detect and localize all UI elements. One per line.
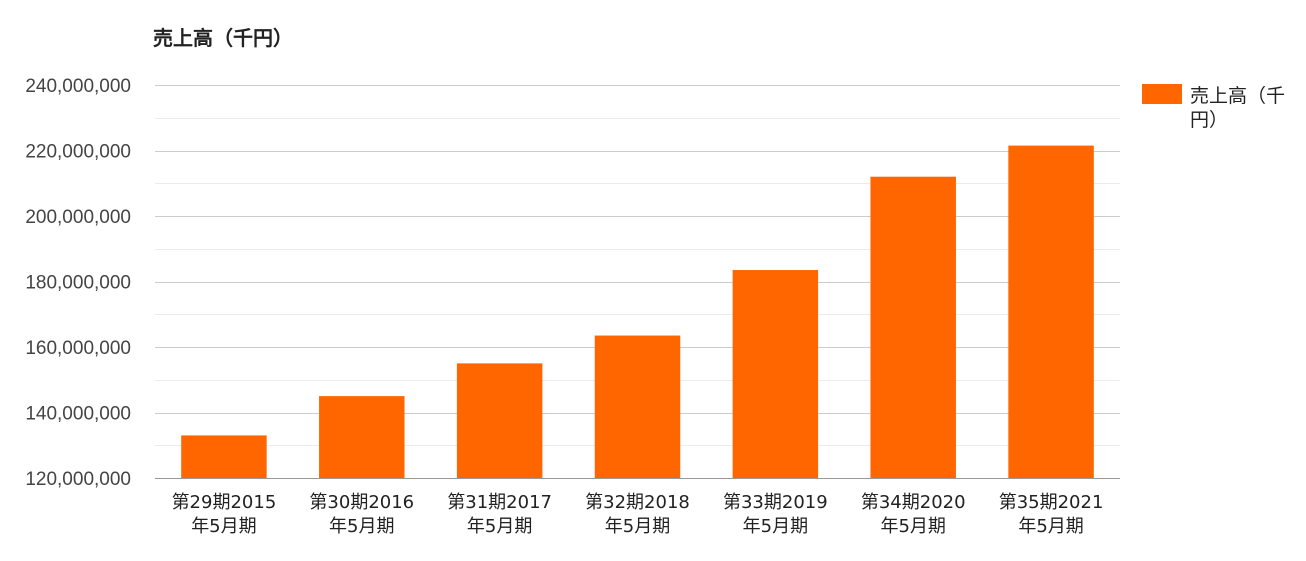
y-tick-label: 240,000,000 bbox=[25, 76, 131, 97]
x-tick-label: 年5月期 bbox=[605, 516, 670, 537]
legend: 売上高（千 円） bbox=[1142, 84, 1285, 131]
y-tick-label: 160,000,000 bbox=[25, 338, 131, 359]
x-tick-label: 第34期2020 bbox=[861, 492, 966, 513]
major-gridlines bbox=[155, 85, 1120, 479]
x-tick-label: 年5月期 bbox=[1018, 516, 1083, 537]
x-tick-label: 第31期2017 bbox=[447, 492, 552, 513]
y-tick-label: 120,000,000 bbox=[25, 469, 131, 490]
y-axis-ticks: 240,000,000 220,000,000 200,000,000 180,000… bbox=[25, 76, 131, 490]
x-tick-label: 第32期2018 bbox=[585, 492, 690, 513]
bar bbox=[1008, 145, 1094, 478]
bar bbox=[870, 176, 956, 478]
x-tick-label: 年5月期 bbox=[880, 516, 945, 537]
y-tick-label: 200,000,000 bbox=[25, 207, 131, 228]
bar bbox=[456, 363, 543, 478]
x-tick-label: 第30期2016 bbox=[309, 492, 414, 513]
y-tick-label: 220,000,000 bbox=[25, 142, 131, 163]
x-tick-label: 年5月期 bbox=[743, 516, 808, 537]
x-axis-ticks: 第29期2015 年5月期 第30期2016 年5月期 第31期2017 年5月期 第32期… bbox=[172, 492, 1104, 537]
bar bbox=[732, 270, 819, 478]
x-tick-label: 第35期2021 bbox=[999, 492, 1104, 513]
bars bbox=[181, 145, 1094, 478]
bar bbox=[181, 435, 267, 478]
legend-swatch bbox=[1142, 84, 1182, 104]
chart-title: 売上高（千円） bbox=[153, 26, 293, 50]
y-tick-label: 140,000,000 bbox=[25, 404, 131, 425]
x-tick-label: 年5月期 bbox=[191, 516, 256, 537]
bar bbox=[319, 396, 405, 478]
minor-gridlines bbox=[155, 118, 1120, 446]
legend-label-line-1: 売上高（千 bbox=[1190, 85, 1285, 107]
x-tick-label: 第33期2019 bbox=[723, 492, 828, 513]
y-tick-label: 180,000,000 bbox=[25, 273, 131, 294]
x-tick-label: 第29期2015 bbox=[172, 492, 277, 513]
x-tick-label: 年5月期 bbox=[467, 516, 532, 537]
bar bbox=[594, 335, 681, 478]
legend-label-line-2: 円） bbox=[1190, 109, 1228, 131]
x-tick-label: 年5月期 bbox=[329, 516, 394, 537]
